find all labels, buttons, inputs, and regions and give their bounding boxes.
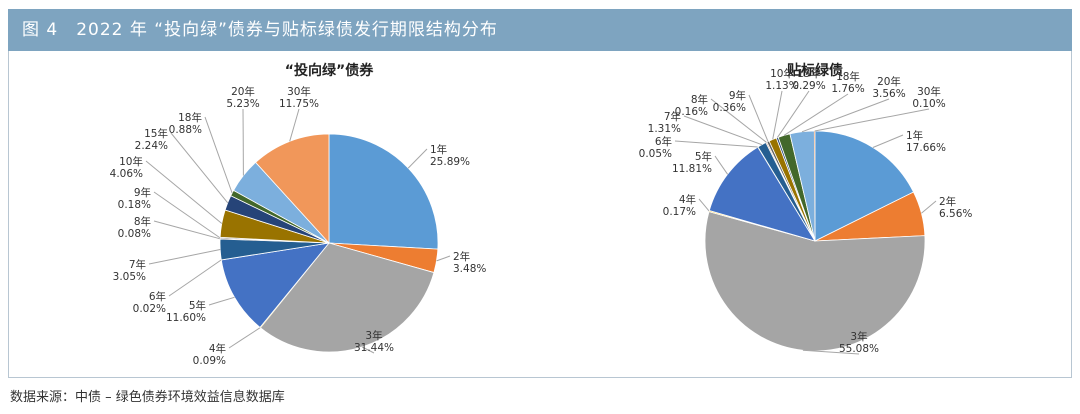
slice-label-5年: 5年 11.81%	[672, 150, 712, 175]
slice-label-9年: 9年 0.36%	[713, 89, 746, 114]
chart-panel: “投向绿”债券 1年 25.89% 2年 3.48% 3年 31.44% 4年 0.09% 5年 1…	[8, 51, 1072, 378]
leader-line-30年	[814, 108, 930, 132]
slice-label-20年: 20年 5.23%	[226, 85, 259, 110]
slice-label-3年: 3年 31.44%	[354, 329, 394, 354]
leader-line-1年	[407, 148, 428, 169]
pie-slice-3年	[704, 211, 926, 352]
slice-label-10年: 10年 1.13%	[765, 67, 798, 92]
figure-title: 图 4 2022 年 “投向绿”债券与贴标绿债发行期限结构分布	[22, 20, 498, 40]
data-source: 数据来源：中债 – 绿色债券环境效益信息数据库	[10, 390, 285, 405]
leader-line-4年	[228, 327, 261, 349]
leader-line-20年	[801, 98, 890, 133]
leader-line-15年	[170, 132, 229, 204]
slice-label-8年: 8年 0.16%	[675, 93, 708, 118]
leader-line-4年	[698, 198, 710, 212]
slice-label-3年: 3年 55.08%	[839, 330, 879, 355]
slice-label-30年: 30年 0.10%	[912, 85, 945, 110]
slice-label-15年: 15年 0.29%	[792, 67, 825, 92]
leader-line-30年	[289, 108, 300, 142]
slice-label-5年: 5年 11.60%	[166, 299, 206, 324]
leader-line-10年	[772, 90, 783, 140]
leader-line-9年	[153, 191, 221, 239]
leader-line-6年	[168, 259, 222, 297]
leader-line-8年	[153, 220, 221, 240]
pie-slice-1年	[328, 133, 439, 250]
leader-line-9年	[748, 94, 769, 142]
slice-label-6年: 6年 0.02%	[133, 290, 166, 315]
leader-line-15年	[776, 90, 810, 138]
slice-label-18年: 18年 1.76%	[831, 70, 864, 95]
slice-label-30年: 30年 11.75%	[279, 85, 319, 110]
pie-slice-3年	[259, 242, 435, 353]
leader-line-6年	[674, 140, 758, 148]
slice-label-1年: 1年 25.89%	[430, 143, 470, 168]
leader-line-18年	[204, 116, 233, 194]
slice-label-8年: 8年 0.08%	[118, 215, 151, 240]
leader-line-7年	[683, 115, 763, 146]
leader-line-2年	[436, 255, 451, 262]
leader-line-3年	[361, 346, 375, 354]
leader-line-5年	[714, 155, 729, 175]
slice-label-4年: 4年 0.17%	[663, 193, 696, 218]
slice-label-9年: 9年 0.18%	[118, 186, 151, 211]
leader-line-3年	[802, 349, 860, 355]
slice-label-7年: 7年 3.05%	[113, 258, 146, 283]
leader-line-2年	[921, 200, 937, 214]
chart-title: “投向绿”债券	[285, 62, 374, 79]
slice-label-15年: 15年 2.24%	[135, 127, 168, 152]
pie-slice-30年	[255, 133, 330, 245]
leader-line-5年	[208, 296, 235, 306]
slice-label-20年: 20年 3.56%	[872, 75, 905, 100]
slice-label-1年: 1年 17.66%	[906, 129, 946, 154]
leader-line-7年	[148, 249, 221, 265]
slice-label-10年: 10年 4.06%	[110, 155, 143, 180]
figure-header: 图 4 2022 年 “投向绿”债券与贴标绿债发行期限结构分布	[8, 9, 1072, 51]
leader-line-8年	[710, 98, 767, 143]
slice-label-7年: 7年 1.31%	[648, 110, 681, 135]
chart-title: 贴标绿债	[787, 62, 843, 79]
leader-line-1年	[872, 134, 904, 148]
slice-label-2年: 2年 3.48%	[453, 250, 486, 275]
slice-label-18年: 18年 0.88%	[169, 111, 202, 136]
leader-line-10年	[145, 160, 223, 224]
slice-label-2年: 2年 6.56%	[939, 195, 972, 220]
slice-label-6年: 6年 0.05%	[639, 135, 672, 160]
leader-line-18年	[783, 93, 849, 136]
slice-label-4年: 4年 0.09%	[193, 342, 226, 367]
pie-charts-svg: “投向绿”债券 1年 25.89% 2年 3.48% 3年 31.44% 4年 0.09% 5年 1…	[110, 62, 973, 367]
